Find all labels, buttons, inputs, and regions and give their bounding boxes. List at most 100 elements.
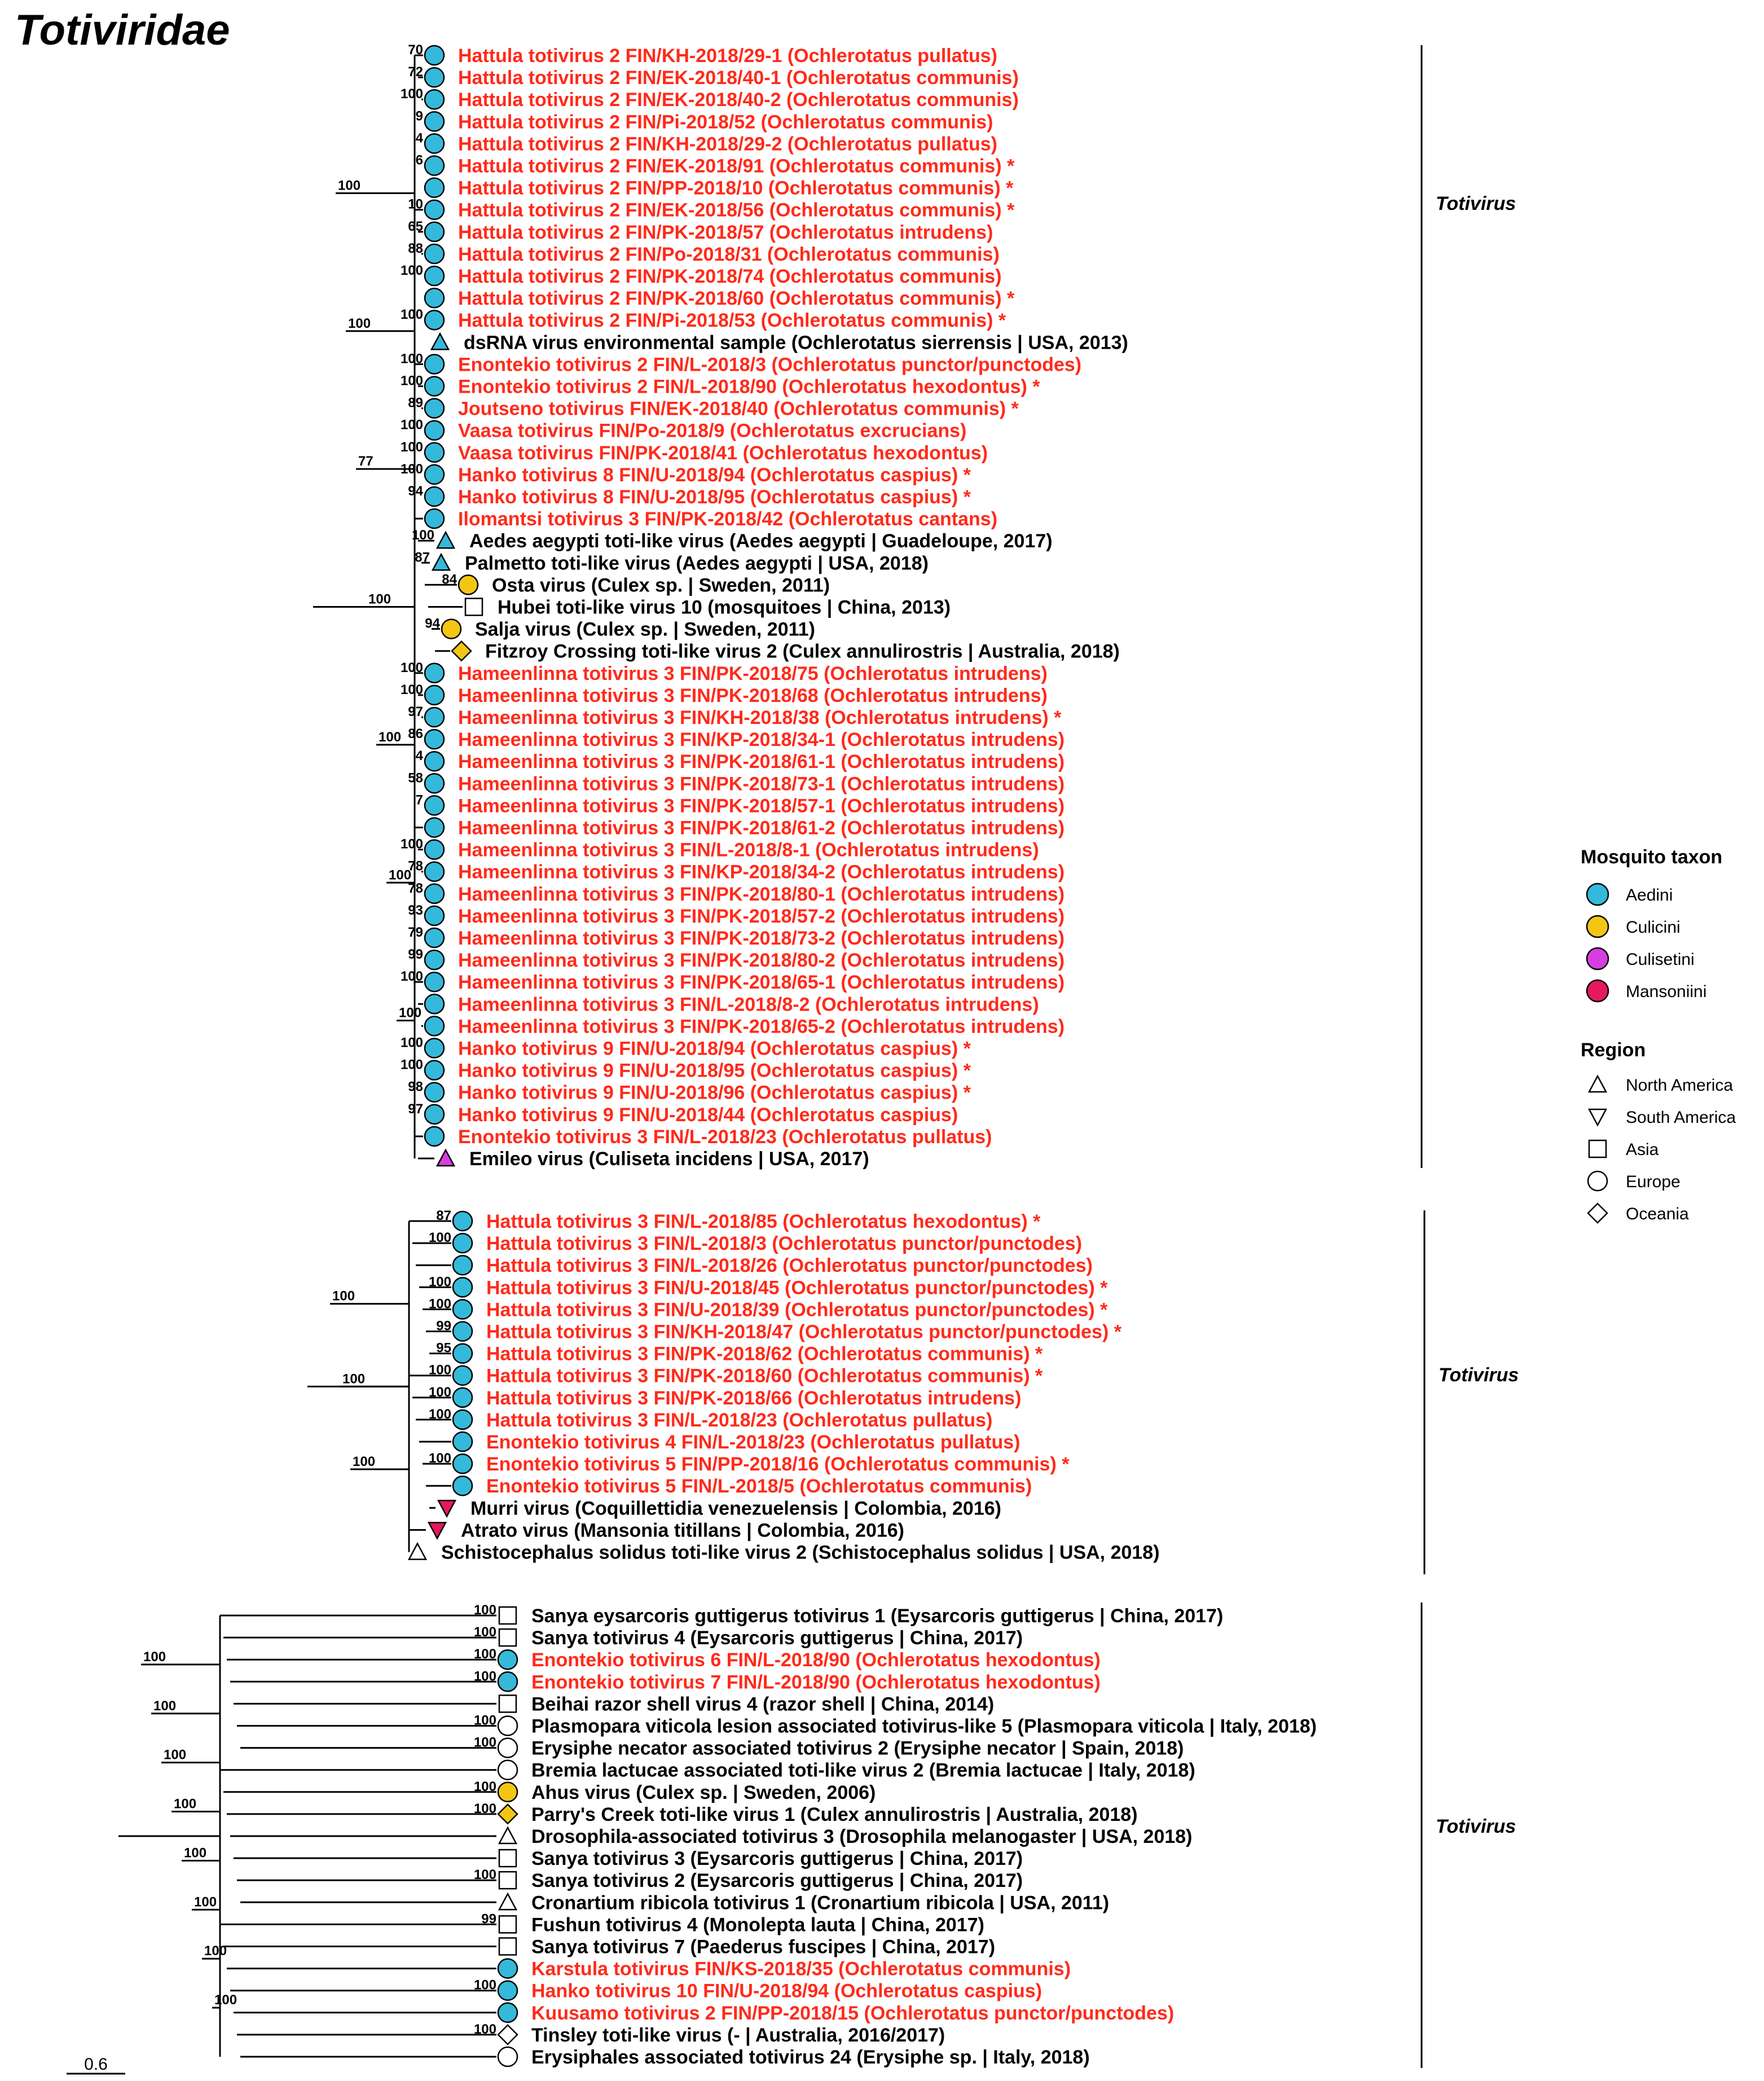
bootstrap-value: 100 <box>474 2022 496 2037</box>
leaf-marker <box>435 530 456 549</box>
leaf-label: Sanya totivirus 2 (Eysarcoris guttigerus… <box>531 1870 1023 1891</box>
bootstrap-value: 100 <box>474 1713 496 1728</box>
leaf-label: Hameenlinna totivirus 3 FIN/PK-2018/61-2… <box>458 818 1064 839</box>
bootstrap-value: 100 <box>401 837 423 852</box>
leaf-label: Karstula totivirus FIN/KS-2018/35 (Ochle… <box>531 1959 1071 1980</box>
leaf-marker <box>424 795 445 816</box>
genus-label: Totivirus <box>1436 193 1516 214</box>
leaf-marker <box>498 1694 517 1713</box>
bootstrap-value: 72 <box>408 64 423 80</box>
leaf-marker <box>452 1343 473 1364</box>
leaf-marker <box>424 177 445 198</box>
bootstrap-value: 94 <box>408 484 423 499</box>
internal-bootstrap: 100 <box>368 592 391 607</box>
bootstrap-value: 100 <box>401 86 423 102</box>
bootstrap-value: 94 <box>425 616 440 631</box>
leaf-marker <box>497 2046 518 2067</box>
bootstrap-value: 100 <box>401 440 423 455</box>
leaf-label: Hanko totivirus 9 FIN/U-2018/95 (Ochlero… <box>458 1060 971 1082</box>
legend-region-label: Asia <box>1626 1140 1659 1159</box>
leaf-label: Emileo virus (Culiseta incidens | USA, 2… <box>469 1148 869 1170</box>
bootstrap-value: 98 <box>408 1079 423 1095</box>
leaf-marker <box>424 442 445 463</box>
leaf-marker <box>498 1871 517 1890</box>
leaf-marker <box>424 994 445 1015</box>
leaf-label: Hanko totivirus 10 FIN/U-2018/94 (Ochler… <box>531 1981 1042 2002</box>
legend-region-marker <box>1588 1139 1607 1158</box>
bootstrap-value: 100 <box>412 528 434 543</box>
bootstrap-value: 10 <box>408 197 423 212</box>
legend-region-marker <box>1587 1170 1608 1192</box>
bootstrap-value: 100 <box>474 1669 496 1684</box>
leaf-label: Hameenlinna totivirus 3 FIN/PK-2018/73-2… <box>458 928 1064 949</box>
bootstrap-value: 100 <box>474 1779 496 1794</box>
leaf-marker <box>424 684 445 706</box>
leaf-label: Hameenlinna totivirus 3 FIN/KH-2018/38 (… <box>458 707 1062 728</box>
bootstrap-value: 100 <box>429 1296 451 1311</box>
leaf-marker <box>497 1759 518 1780</box>
leaf-marker <box>424 1104 445 1125</box>
bootstrap-value: 97 <box>408 704 423 719</box>
leaf-label: Hameenlinna totivirus 3 FIN/PK-2018/75 (… <box>458 663 1048 684</box>
leaf-label: Hattula totivirus 3 FIN/U-2018/39 (Ochle… <box>486 1299 1108 1320</box>
leaf-label: Hameenlinna totivirus 3 FIN/L-2018/8-2 (… <box>458 994 1039 1015</box>
bootstrap-value: 97 <box>408 1101 423 1117</box>
leaf-marker <box>424 464 445 485</box>
bootstrap-value: 100 <box>429 1363 451 1378</box>
internal-bootstrap: 100 <box>214 1992 237 2008</box>
leaf-label: Vaasa totivirus FIN/PK-2018/41 (Ochlerot… <box>458 442 988 464</box>
leaf-label: Hattula totivirus 3 FIN/PK-2018/62 (Ochl… <box>486 1344 1043 1365</box>
leaf-marker <box>452 1299 473 1320</box>
leaf-label: Hameenlinna totivirus 3 FIN/PK-2018/57-1… <box>458 795 1064 816</box>
internal-bootstrap: 100 <box>338 178 360 193</box>
leaf-marker <box>497 1715 518 1736</box>
legend-region-label: Oceania <box>1626 1205 1689 1223</box>
leaf-marker <box>424 706 445 728</box>
leaf-marker <box>424 376 445 397</box>
leaf-marker <box>424 1060 445 1081</box>
leaf-marker <box>452 1453 473 1474</box>
bootstrap-value: 100 <box>429 1230 451 1245</box>
leaf-marker <box>498 1606 517 1625</box>
leaf-marker <box>452 1409 473 1430</box>
legend-region-title: Region <box>1581 1039 1646 1061</box>
leaf-marker <box>424 971 445 993</box>
legend-taxon-label: Culisetini <box>1626 950 1695 969</box>
bootstrap-value: 93 <box>408 903 423 918</box>
leaf-marker <box>430 332 450 350</box>
internal-bootstrap: 100 <box>204 1943 227 1959</box>
internal-bootstrap: 100 <box>379 730 401 745</box>
leaf-marker <box>424 89 445 110</box>
leaf-marker <box>452 1210 473 1232</box>
leaf-label: Hanko totivirus 9 FIN/U-2018/94 (Ochlero… <box>458 1038 971 1060</box>
leaf-marker <box>451 640 472 662</box>
internal-bootstrap: 100 <box>389 867 411 883</box>
leaf-marker <box>431 552 451 571</box>
leaf-label: Hameenlinna totivirus 3 FIN/PK-2018/68 (… <box>458 685 1048 706</box>
leaf-label: dsRNA virus environmental sample (Ochler… <box>464 332 1128 353</box>
leaf-marker <box>424 817 445 838</box>
leaf-marker <box>498 1849 517 1868</box>
bootstrap-value: 100 <box>401 307 423 322</box>
leaf-label: Hanko totivirus 9 FIN/U-2018/44 (Ochlero… <box>458 1104 958 1126</box>
leaf-label: Schistocephalus solidus toti-like virus … <box>441 1542 1160 1564</box>
leaf-marker <box>424 949 445 971</box>
leaf-marker <box>441 618 462 639</box>
leaf-label: Osta virus (Culex sp. | Sweden, 2011) <box>492 574 830 596</box>
internal-bootstrap: 100 <box>399 1006 421 1021</box>
leaf-marker <box>458 574 479 595</box>
leaf-marker <box>424 354 445 375</box>
leaf-marker <box>424 728 445 750</box>
leaf-marker <box>424 199 445 220</box>
leaf-label: Hameenlinna totivirus 3 FIN/L-2018/8-1 (… <box>458 840 1039 861</box>
leaf-label: Parry's Creek toti-like virus 1 (Culex a… <box>531 1804 1138 1825</box>
leaf-marker <box>437 1500 457 1518</box>
internal-bootstrap: 100 <box>174 1797 196 1812</box>
leaf-label: Hameenlinna totivirus 3 FIN/PK-2018/65-1… <box>458 972 1064 993</box>
leaf-marker <box>424 1126 445 1147</box>
bootstrap-value: 99 <box>481 1911 496 1926</box>
leaf-label: Hattula totivirus 3 FIN/KH-2018/47 (Ochl… <box>486 1322 1122 1343</box>
leaf-marker <box>424 486 445 507</box>
leaf-label: Enontekio totivirus 2 FIN/L-2018/90 (Och… <box>458 376 1040 398</box>
